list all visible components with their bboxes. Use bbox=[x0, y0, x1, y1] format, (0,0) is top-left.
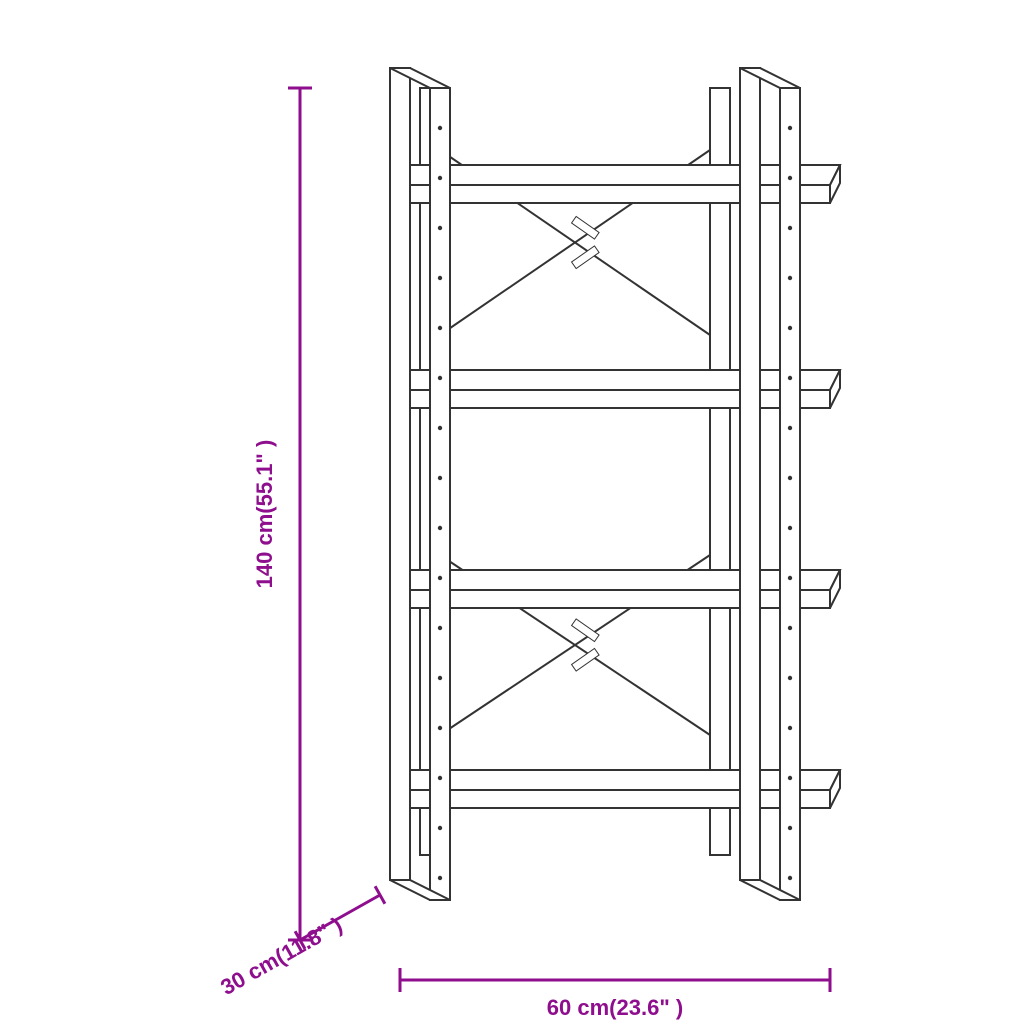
dimension-diagram: 140 cm(55.1" ) 60 cm(23.6" ) 30 cm(11.8" ) bbox=[0, 0, 1024, 1024]
dimension-lines: 140 cm(55.1" ) 60 cm(23.6" ) 30 cm(11.8" ) bbox=[216, 88, 830, 1020]
width-label: 60 cm(23.6" ) bbox=[547, 995, 683, 1020]
height-label: 140 cm(55.1" ) bbox=[252, 440, 277, 589]
depth-label: 30 cm(11.8" ) bbox=[216, 912, 346, 1000]
bookshelf-drawing bbox=[390, 68, 840, 900]
